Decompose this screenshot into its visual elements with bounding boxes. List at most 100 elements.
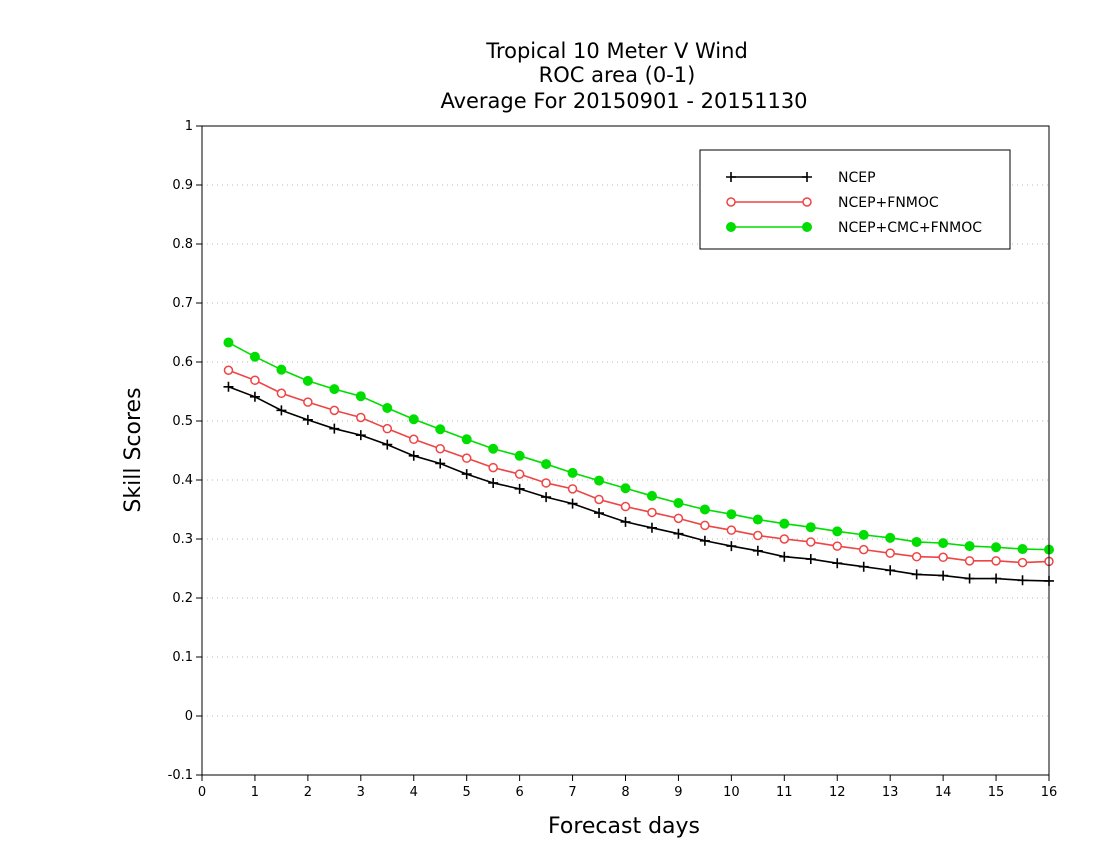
- data-point: [832, 526, 843, 537]
- data-point: [1017, 575, 1028, 586]
- y-tick-label: 1: [185, 119, 193, 134]
- chart-title-line-1: Tropical 10 Meter V Wind: [485, 39, 748, 63]
- data-point: [938, 552, 948, 563]
- x-axis-ticks: 0 1 2 3 4 5 6 7 8 9 10 11 12 13 14 15 16: [198, 775, 1057, 800]
- x-tick-label: 3: [357, 785, 365, 800]
- data-point: [700, 520, 710, 531]
- chart-title-line-2: ROC area (0-1): [539, 63, 696, 87]
- y-tick-label: 0.7: [172, 296, 193, 311]
- data-point: [355, 391, 366, 402]
- data-point: [938, 538, 949, 549]
- data-point: [805, 554, 816, 565]
- legend-item: NCEP: [726, 170, 876, 186]
- series-line: [228, 369, 1050, 564]
- y-tick-label: 0.8: [172, 237, 193, 252]
- data-point: [567, 498, 578, 509]
- x-tick-label: 6: [515, 785, 523, 800]
- data-point: [302, 414, 313, 425]
- data-point: [567, 484, 578, 494]
- x-tick-label: 8: [621, 785, 629, 800]
- data-point: [991, 556, 1001, 566]
- data-point: [276, 405, 287, 416]
- legend-marker: [802, 222, 812, 232]
- x-tick-label: 10: [723, 785, 740, 800]
- data-point: [276, 364, 287, 375]
- data-point: [753, 530, 763, 541]
- x-tick-label: 2: [304, 785, 312, 800]
- legend-marker: [726, 197, 736, 207]
- data-point: [752, 545, 763, 556]
- data-point: [646, 522, 657, 533]
- y-tick-label: 0.5: [172, 414, 193, 429]
- data-point: [832, 558, 843, 569]
- data-point: [964, 541, 975, 552]
- series-ncep: [223, 381, 1054, 586]
- y-axis-label: Skill Scores: [121, 387, 146, 512]
- data-point: [541, 492, 552, 503]
- x-tick-label: 12: [829, 785, 846, 800]
- legend-marker: [802, 197, 812, 207]
- data-point: [911, 569, 922, 580]
- data-point: [647, 507, 657, 518]
- data-point: [435, 458, 446, 469]
- data-point: [223, 365, 234, 376]
- data-point: [726, 509, 737, 520]
- legend-marker: [726, 222, 736, 232]
- data-point: [276, 388, 287, 399]
- data-point: [223, 381, 234, 392]
- data-point: [223, 337, 234, 348]
- data-point: [646, 490, 657, 501]
- data-point: [594, 494, 604, 505]
- data-point: [435, 443, 445, 454]
- series-ncep-fnmoc: [223, 365, 1054, 568]
- legend-marker: [726, 172, 736, 182]
- data-point: [620, 501, 631, 512]
- data-point: [858, 561, 869, 572]
- data-point: [594, 508, 605, 519]
- x-tick-label: 0: [198, 785, 206, 800]
- y-axis-ticks: -0.1 0 0.1 0.2 0.3 0.4 0.5 0.6 0.7 0.8 0.9 1: [168, 119, 202, 783]
- data-point: [885, 548, 895, 558]
- y-tick-label: 0.6: [172, 355, 193, 370]
- x-tick-label: 11: [776, 785, 793, 800]
- data-point: [832, 541, 842, 551]
- data-point: [488, 477, 499, 488]
- data-point: [885, 532, 896, 543]
- x-tick-label: 14: [935, 785, 952, 800]
- data-point: [329, 405, 340, 416]
- y-tick-label: 0.4: [172, 473, 193, 488]
- data-point: [806, 537, 816, 547]
- data-point: [1017, 557, 1028, 568]
- data-point: [514, 469, 525, 479]
- data-point: [567, 467, 578, 478]
- data-point: [302, 375, 313, 386]
- y-tick-label: -0.1: [168, 768, 193, 783]
- legend-box: [699, 149, 1011, 250]
- legend: NCEP NCEP+FNMOC NCEP+CMC+FNMOC: [699, 149, 1011, 250]
- data-point: [435, 424, 446, 435]
- y-tick-label: 0.9: [172, 178, 193, 193]
- data-point: [752, 514, 763, 525]
- data-point: [620, 483, 631, 494]
- data-point: [408, 450, 419, 461]
- data-point: [858, 529, 869, 540]
- series-ncep-cmc-fnmoc: [223, 337, 1054, 555]
- data-point: [938, 570, 949, 581]
- data-point: [249, 391, 260, 402]
- legend-label: NCEP+FNMOC: [838, 195, 939, 211]
- legend-item: NCEP+CMC+FNMOC: [726, 220, 982, 236]
- grid-lines: [202, 184, 1049, 717]
- data-point: [911, 551, 922, 562]
- data-point: [382, 439, 393, 450]
- data-point: [329, 384, 340, 395]
- data-point: [461, 434, 472, 445]
- data-point: [461, 469, 472, 480]
- data-point: [858, 544, 869, 555]
- series-group: [223, 337, 1054, 586]
- data-point: [779, 518, 790, 529]
- x-tick-label: 16: [1041, 785, 1058, 800]
- x-tick-label: 1: [251, 785, 259, 800]
- data-point: [356, 412, 366, 423]
- data-point: [673, 498, 684, 509]
- data-point: [408, 414, 419, 425]
